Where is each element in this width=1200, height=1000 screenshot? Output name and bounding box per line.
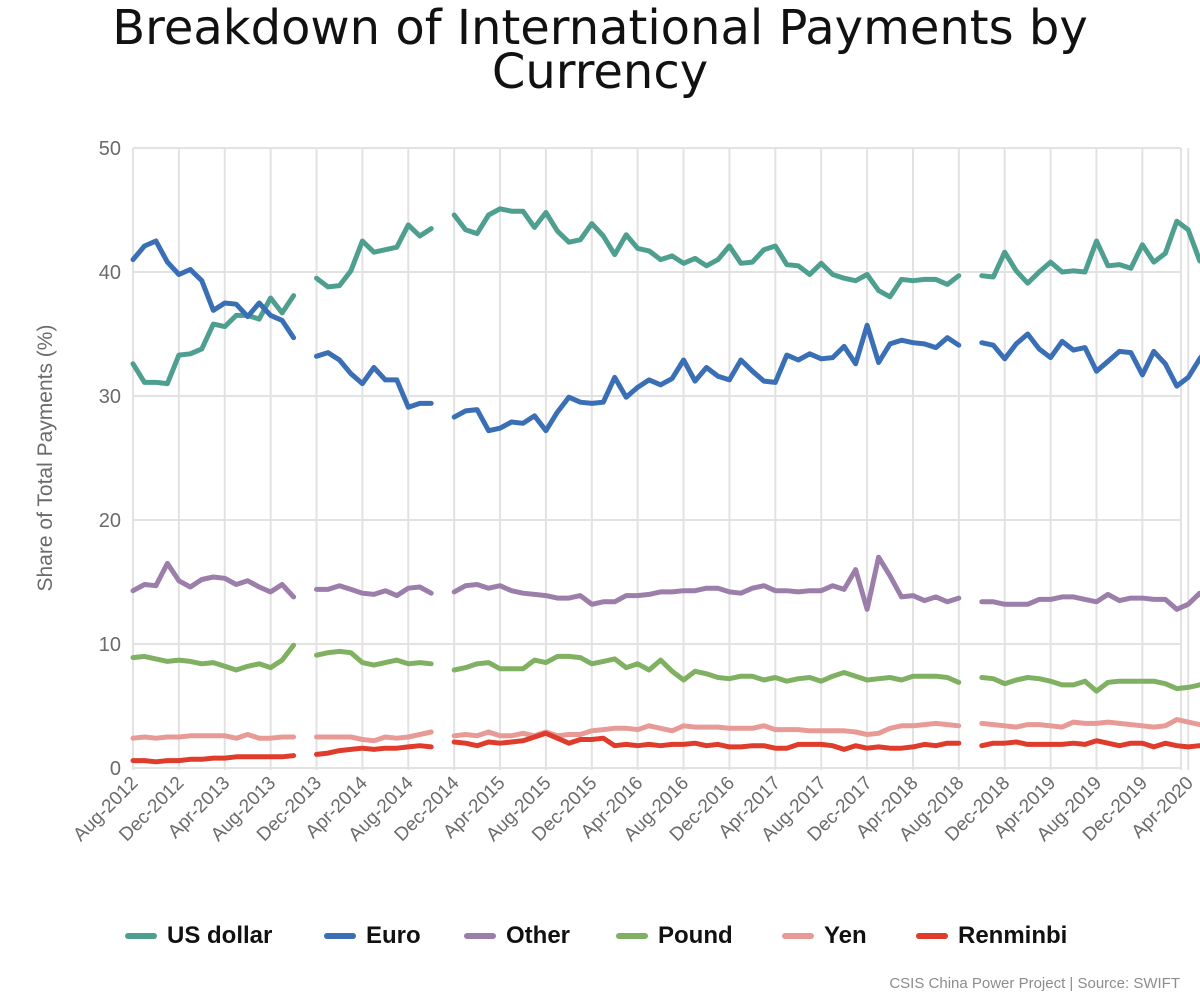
series-line-renminbi	[451, 730, 962, 752]
series-other	[130, 554, 1200, 612]
y-axis-label: Share of Total Payments (%)	[34, 325, 57, 592]
series-line-us-dollar	[979, 218, 1200, 286]
legend-item-renminbi: Renminbi	[916, 918, 1067, 954]
series-line-euro	[130, 238, 297, 341]
legend-label: Pound	[658, 922, 733, 949]
legend-label: Euro	[366, 922, 421, 949]
series-line-us-dollar	[314, 222, 434, 290]
series-line-renminbi	[130, 753, 297, 765]
legend-swatch	[324, 933, 356, 939]
legend-item-us-dollar: US dollar	[125, 918, 272, 954]
legend-swatch	[782, 933, 814, 939]
series-line-pound	[130, 642, 297, 673]
legend-label: US dollar	[167, 922, 273, 949]
legend-label: Yen	[824, 922, 867, 949]
y-tick-label: 10	[99, 634, 121, 656]
y-tick-label: 20	[99, 510, 121, 532]
legend-item-euro: Euro	[324, 918, 421, 954]
series-line-other	[130, 560, 297, 600]
series-line-pound	[451, 653, 962, 685]
legend-label: Renminbi	[958, 922, 1068, 949]
y-tick-label: 40	[99, 262, 121, 284]
series-renminbi	[130, 730, 1200, 765]
gridlines	[132, 147, 1190, 770]
series-line-pound	[314, 648, 434, 668]
legend-swatch	[616, 933, 648, 939]
legend-swatch	[464, 933, 496, 939]
series-line-us-dollar	[130, 293, 297, 387]
legend-swatch	[125, 933, 157, 939]
legend-item-other: Other	[464, 918, 570, 954]
source-note: CSIS China Power Project | Source: SWIFT	[889, 975, 1180, 992]
series-euro	[130, 238, 1200, 434]
series-line-renminbi	[314, 743, 434, 757]
legend: US dollar Euro Other Pound Yen Renminbi	[0, 918, 1200, 958]
series-line-yen	[314, 729, 434, 744]
series-line-other	[451, 554, 962, 612]
series-yen	[130, 717, 1200, 744]
series-line-euro	[979, 331, 1200, 389]
series-line-yen	[979, 717, 1200, 730]
series-line-us-dollar	[451, 206, 962, 300]
legend-swatch	[916, 933, 948, 939]
series-line-euro	[314, 350, 434, 410]
series-line-yen	[451, 720, 962, 739]
series-line-other	[979, 590, 1200, 612]
series-line-pound	[979, 675, 1200, 694]
series-pound	[130, 642, 1200, 694]
series-line-euro	[451, 322, 962, 434]
legend-item-yen: Yen	[782, 918, 867, 954]
series-line-renminbi	[979, 738, 1200, 750]
y-tick-label: 30	[99, 386, 121, 408]
y-tick-label: 0	[110, 758, 121, 780]
series-line-yen	[130, 732, 297, 741]
chart-title: Breakdown of International Payments by C…	[112, 0, 1088, 100]
legend-item-pound: Pound	[616, 918, 733, 954]
series-lines	[130, 206, 1200, 765]
series-us-dollar	[130, 206, 1200, 387]
y-tick-label: 50	[99, 138, 121, 160]
legend-label: Other	[506, 922, 571, 949]
series-line-other	[314, 583, 434, 599]
